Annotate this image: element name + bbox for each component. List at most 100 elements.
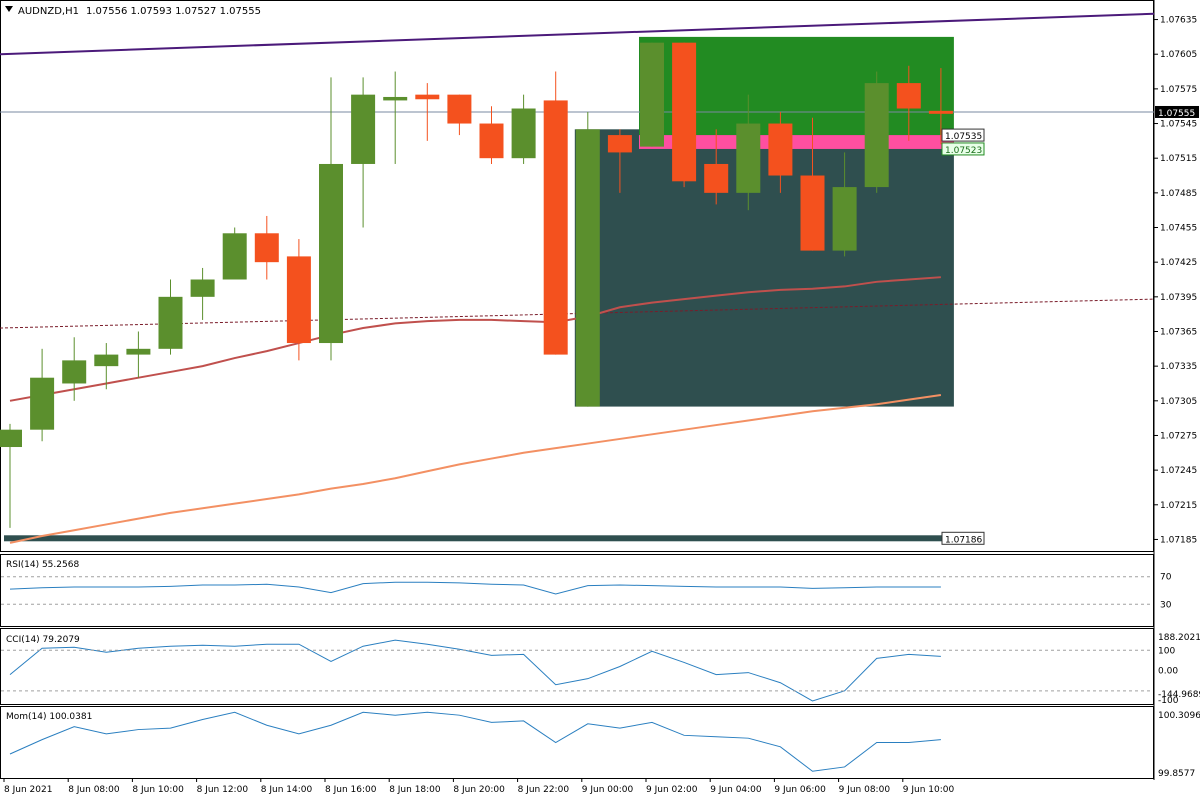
candle — [896, 65, 921, 141]
candle — [158, 279, 183, 355]
price-tick-label: 1.07485 — [1160, 189, 1197, 199]
moving-average-orange-line — [9, 394, 942, 544]
time-tick-label: 8 Jun 16:00 — [325, 785, 377, 795]
price-tick-label: 1.07425 — [1160, 258, 1197, 268]
candle-body — [672, 42, 697, 182]
candle-body — [768, 123, 793, 176]
price-tick-label: 1.07575 — [1160, 85, 1197, 95]
candle-body — [479, 123, 504, 159]
moving-averages — [9, 276, 942, 544]
price-tick-label: 1.07395 — [1160, 293, 1197, 303]
candle — [286, 239, 311, 361]
candle — [94, 343, 119, 390]
candle — [0, 423, 22, 528]
price-tick-label: 1.07305 — [1160, 397, 1197, 407]
time-tick-label: 9 Jun 02:00 — [646, 785, 698, 795]
candle — [800, 117, 825, 251]
candle — [575, 111, 600, 407]
candle-body — [126, 348, 151, 355]
cci-axis-mid: 100 — [1158, 646, 1175, 656]
rsi-label: RSI(14) 55.2568 — [6, 560, 79, 570]
candle — [415, 83, 440, 141]
chevron-down-icon[interactable] — [5, 6, 13, 12]
candle — [704, 129, 729, 205]
candle-body — [30, 377, 55, 430]
indicators: 70 30 188.2021 100 0.00 -100-144.9689 100.3096… — [1, 573, 1200, 779]
rsi-line — [9, 581, 941, 595]
candle — [351, 77, 376, 228]
price-tick-label: 1.07335 — [1160, 362, 1197, 372]
time-tick-label: 8 Jun 14:00 — [261, 785, 313, 795]
cci-line — [9, 639, 941, 702]
candle-body — [896, 83, 921, 109]
upper-trend-line[interactable] — [0, 12, 1155, 56]
mom-axis-bottom: 99.8577 — [1158, 769, 1195, 779]
time-tick-label: 9 Jun 00:00 — [582, 785, 634, 795]
current-price-marker — [1155, 105, 1199, 118]
candle-body — [928, 110, 953, 114]
trade-zones[interactable] — [4, 36, 954, 542]
time-tick-label: 8 Jun 12:00 — [197, 785, 249, 795]
candle-body — [447, 94, 472, 124]
candle — [254, 215, 279, 280]
mom-label: Mom(14) 100.0381 — [6, 712, 92, 722]
time-tick-label: 8 Jun 08:00 — [68, 785, 120, 795]
candle-body — [607, 135, 632, 153]
candle-body — [415, 94, 440, 100]
candle-body — [543, 100, 568, 355]
stop-loss-zone[interactable] — [574, 129, 954, 407]
candle-body — [736, 123, 761, 193]
time-axis: 8 Jun 2021 8 Jun 08:00 8 Jun 10:00 8 Jun 12… — [3, 778, 955, 795]
candle — [736, 94, 761, 211]
candle-body — [351, 94, 376, 164]
candle-body — [94, 354, 119, 367]
mom-axis-top: 100.3096 — [1158, 711, 1200, 721]
candle-body — [222, 233, 247, 280]
level-label-box — [941, 128, 985, 142]
price-tick-label: 1.07275 — [1160, 431, 1197, 441]
cci-axis-bottom: -100 — [1158, 696, 1179, 706]
time-tick-label: 9 Jun 04:00 — [710, 785, 762, 795]
candle-body — [0, 429, 22, 448]
cci-axis-top: 188.2021 — [1158, 633, 1200, 643]
candle-body — [319, 163, 343, 344]
price-tick-label: 1.07215 — [1160, 501, 1197, 511]
candle — [607, 129, 632, 193]
level-labels: 1.07535 1.07523 1.07186 — [941, 128, 985, 545]
candle — [479, 106, 504, 164]
time-tick-label: 8 Jun 22:00 — [518, 785, 570, 795]
candle — [543, 71, 568, 355]
candle — [672, 42, 697, 188]
candle — [62, 337, 87, 401]
time-tick-label: 8 Jun 10:00 — [132, 785, 184, 795]
time-tick-label: 9 Jun 06:00 — [774, 785, 826, 795]
time-tick-label: 8 Jun 18:00 — [389, 785, 441, 795]
time-tick-label: 8 Jun 20:00 — [453, 785, 505, 795]
candle — [383, 71, 408, 164]
candle — [319, 77, 343, 361]
rsi-level-label: 70 — [1160, 573, 1172, 583]
candle — [511, 94, 536, 164]
cci-pane-frame — [0, 628, 1154, 705]
candle — [190, 267, 215, 320]
candle-body — [575, 129, 600, 407]
candle — [768, 111, 793, 193]
candle-body — [640, 42, 664, 147]
momentum-line — [9, 711, 941, 772]
candle — [126, 331, 151, 378]
symbol-label: AUDNZD,H1 — [18, 6, 79, 17]
level-label-box — [941, 142, 985, 156]
level-label: 1.07186 — [945, 535, 982, 545]
candle — [832, 152, 857, 257]
level-label: 1.07535 — [945, 132, 982, 142]
support-band[interactable] — [4, 535, 954, 542]
current-price-label: 1.07555 — [1158, 109, 1195, 119]
cci-axis-low: -144.9689 — [1158, 690, 1200, 700]
rsi-level-label: 30 — [1160, 600, 1172, 610]
moving-average-red-line — [9, 276, 941, 402]
candle-body — [286, 256, 311, 344]
candle-body — [511, 108, 536, 159]
candle-body — [190, 279, 215, 297]
